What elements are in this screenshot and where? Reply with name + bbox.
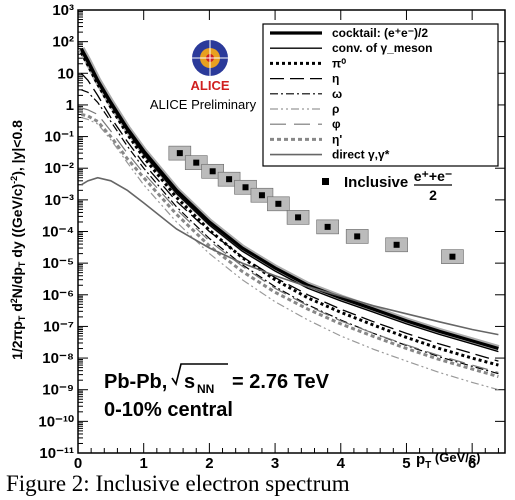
energy-label: = 2.76 TeV: [232, 371, 330, 393]
inclusive-fraction-bottom: 2: [429, 187, 437, 203]
y-tick-label: 10⁻³: [44, 192, 74, 209]
x-axis-title: pT (GeV/c): [416, 450, 480, 468]
y-tick-label: 10⁻⁵: [42, 255, 74, 272]
system-label: Pb-Pb, s NN = 2.76 TeV 0-10% central: [104, 363, 330, 421]
inclusive-point: [354, 233, 361, 240]
inclusive-point: [449, 253, 456, 260]
inclusive-fraction-top: e⁺+e⁻: [414, 168, 453, 184]
system-prefix: Pb-Pb,: [104, 371, 167, 393]
x-tick-label: 2: [205, 455, 213, 468]
x-tick-label: 6: [468, 455, 476, 468]
inclusive-points: [168, 145, 464, 264]
series-line-2: [79, 51, 499, 367]
inclusive-point: [209, 168, 216, 175]
figure-caption: Figure 2: Inclusive electron spectrum: [6, 471, 350, 496]
y-tick-label: 10⁻⁹: [42, 382, 74, 399]
y-tick-label: 10³: [52, 2, 74, 19]
legend-label: direct γ,γ*: [332, 148, 390, 162]
inclusive-point: [176, 150, 183, 157]
inclusive-point: [295, 214, 302, 221]
legend-label: π⁰: [332, 56, 346, 70]
y-tick-label: 10⁻⁸: [42, 350, 74, 367]
y-tick-label: 10²: [52, 34, 74, 51]
series-line-6: [81, 107, 499, 374]
y-tick-label: 10⁻¹: [44, 129, 74, 146]
series-lines: [78, 47, 500, 391]
legend-label: ρ: [332, 102, 339, 116]
series-line-8: [80, 176, 499, 336]
y-tick-label: 10⁻¹⁰: [38, 413, 74, 430]
legend-label: conv. of γ_meson: [332, 41, 432, 55]
preliminary-label: ALICE Preliminary: [150, 97, 257, 112]
y-tick-label: 10⁻⁷: [43, 318, 74, 335]
sqrt-sub: NN: [197, 382, 214, 396]
y-tick-label: 1: [66, 97, 74, 114]
legend-label: η: [332, 72, 339, 86]
tick-labels: 0 1 2 3 4 5 6 10⁻¹¹ 10⁻¹⁰ 10⁻⁹ 10⁻⁸ 10⁻⁷ 10⁻⁶ 10⁻⁵ 10⁻…: [38, 2, 476, 468]
y-tick-label: 10⁻¹¹: [39, 445, 74, 462]
series-line-0: [79, 47, 499, 351]
axis-ticks: [77, 9, 505, 454]
inclusive-point: [324, 223, 331, 230]
sqrt-s: s: [184, 371, 195, 393]
y-axis-title: 1/2πpT d2N/dpT dy ((GeV/c)-2), |y|<0.8: [9, 120, 27, 360]
y-tick-label: 10⁻²: [44, 160, 74, 177]
legend-label: φ: [332, 117, 341, 131]
spectrum-chart: 0 1 2 3 4 5 6 10⁻¹¹ 10⁻¹⁰ 10⁻⁹ 10⁻⁸ 10⁻⁷ 10⁻⁶ 10⁻⁵ 10⁻…: [9, 2, 506, 468]
inclusive-legend-label: Inclusive: [344, 174, 408, 191]
x-tick-label: 3: [271, 455, 279, 468]
alice-logo: ALICE: [191, 40, 230, 93]
sqrt-sign: [171, 363, 228, 386]
inclusive-point: [193, 159, 200, 166]
series-line-5: [81, 116, 499, 391]
centrality-label: 0-10% central: [104, 399, 233, 421]
series-line-3: [80, 72, 499, 362]
inclusive-point: [226, 176, 233, 183]
x-tick-label: 5: [402, 455, 410, 468]
legend-label: η': [332, 132, 342, 146]
y-tick-label: 10⁻⁴: [42, 224, 74, 241]
x-tick-label: 0: [74, 455, 82, 468]
legend-label: cocktail: (e⁺e⁻)/2: [332, 26, 428, 40]
inclusive-point: [242, 184, 249, 191]
series-line-4: [81, 89, 499, 375]
legend-label: ω: [332, 87, 342, 101]
inclusive-legend: Inclusive e⁺+e⁻ 2: [322, 168, 452, 203]
inclusive-point: [393, 241, 400, 248]
y-tick-label: 10⁻⁶: [42, 287, 74, 304]
y-tick-label: 10: [57, 65, 74, 82]
series-line-7: [80, 113, 499, 379]
x-tick-label: 1: [140, 455, 148, 468]
series-line-1: [80, 50, 499, 353]
inclusive-point: [275, 200, 282, 207]
inclusive-point: [258, 192, 265, 199]
alice-logo-text: ALICE: [191, 78, 230, 93]
x-tick-label: 4: [337, 455, 346, 468]
